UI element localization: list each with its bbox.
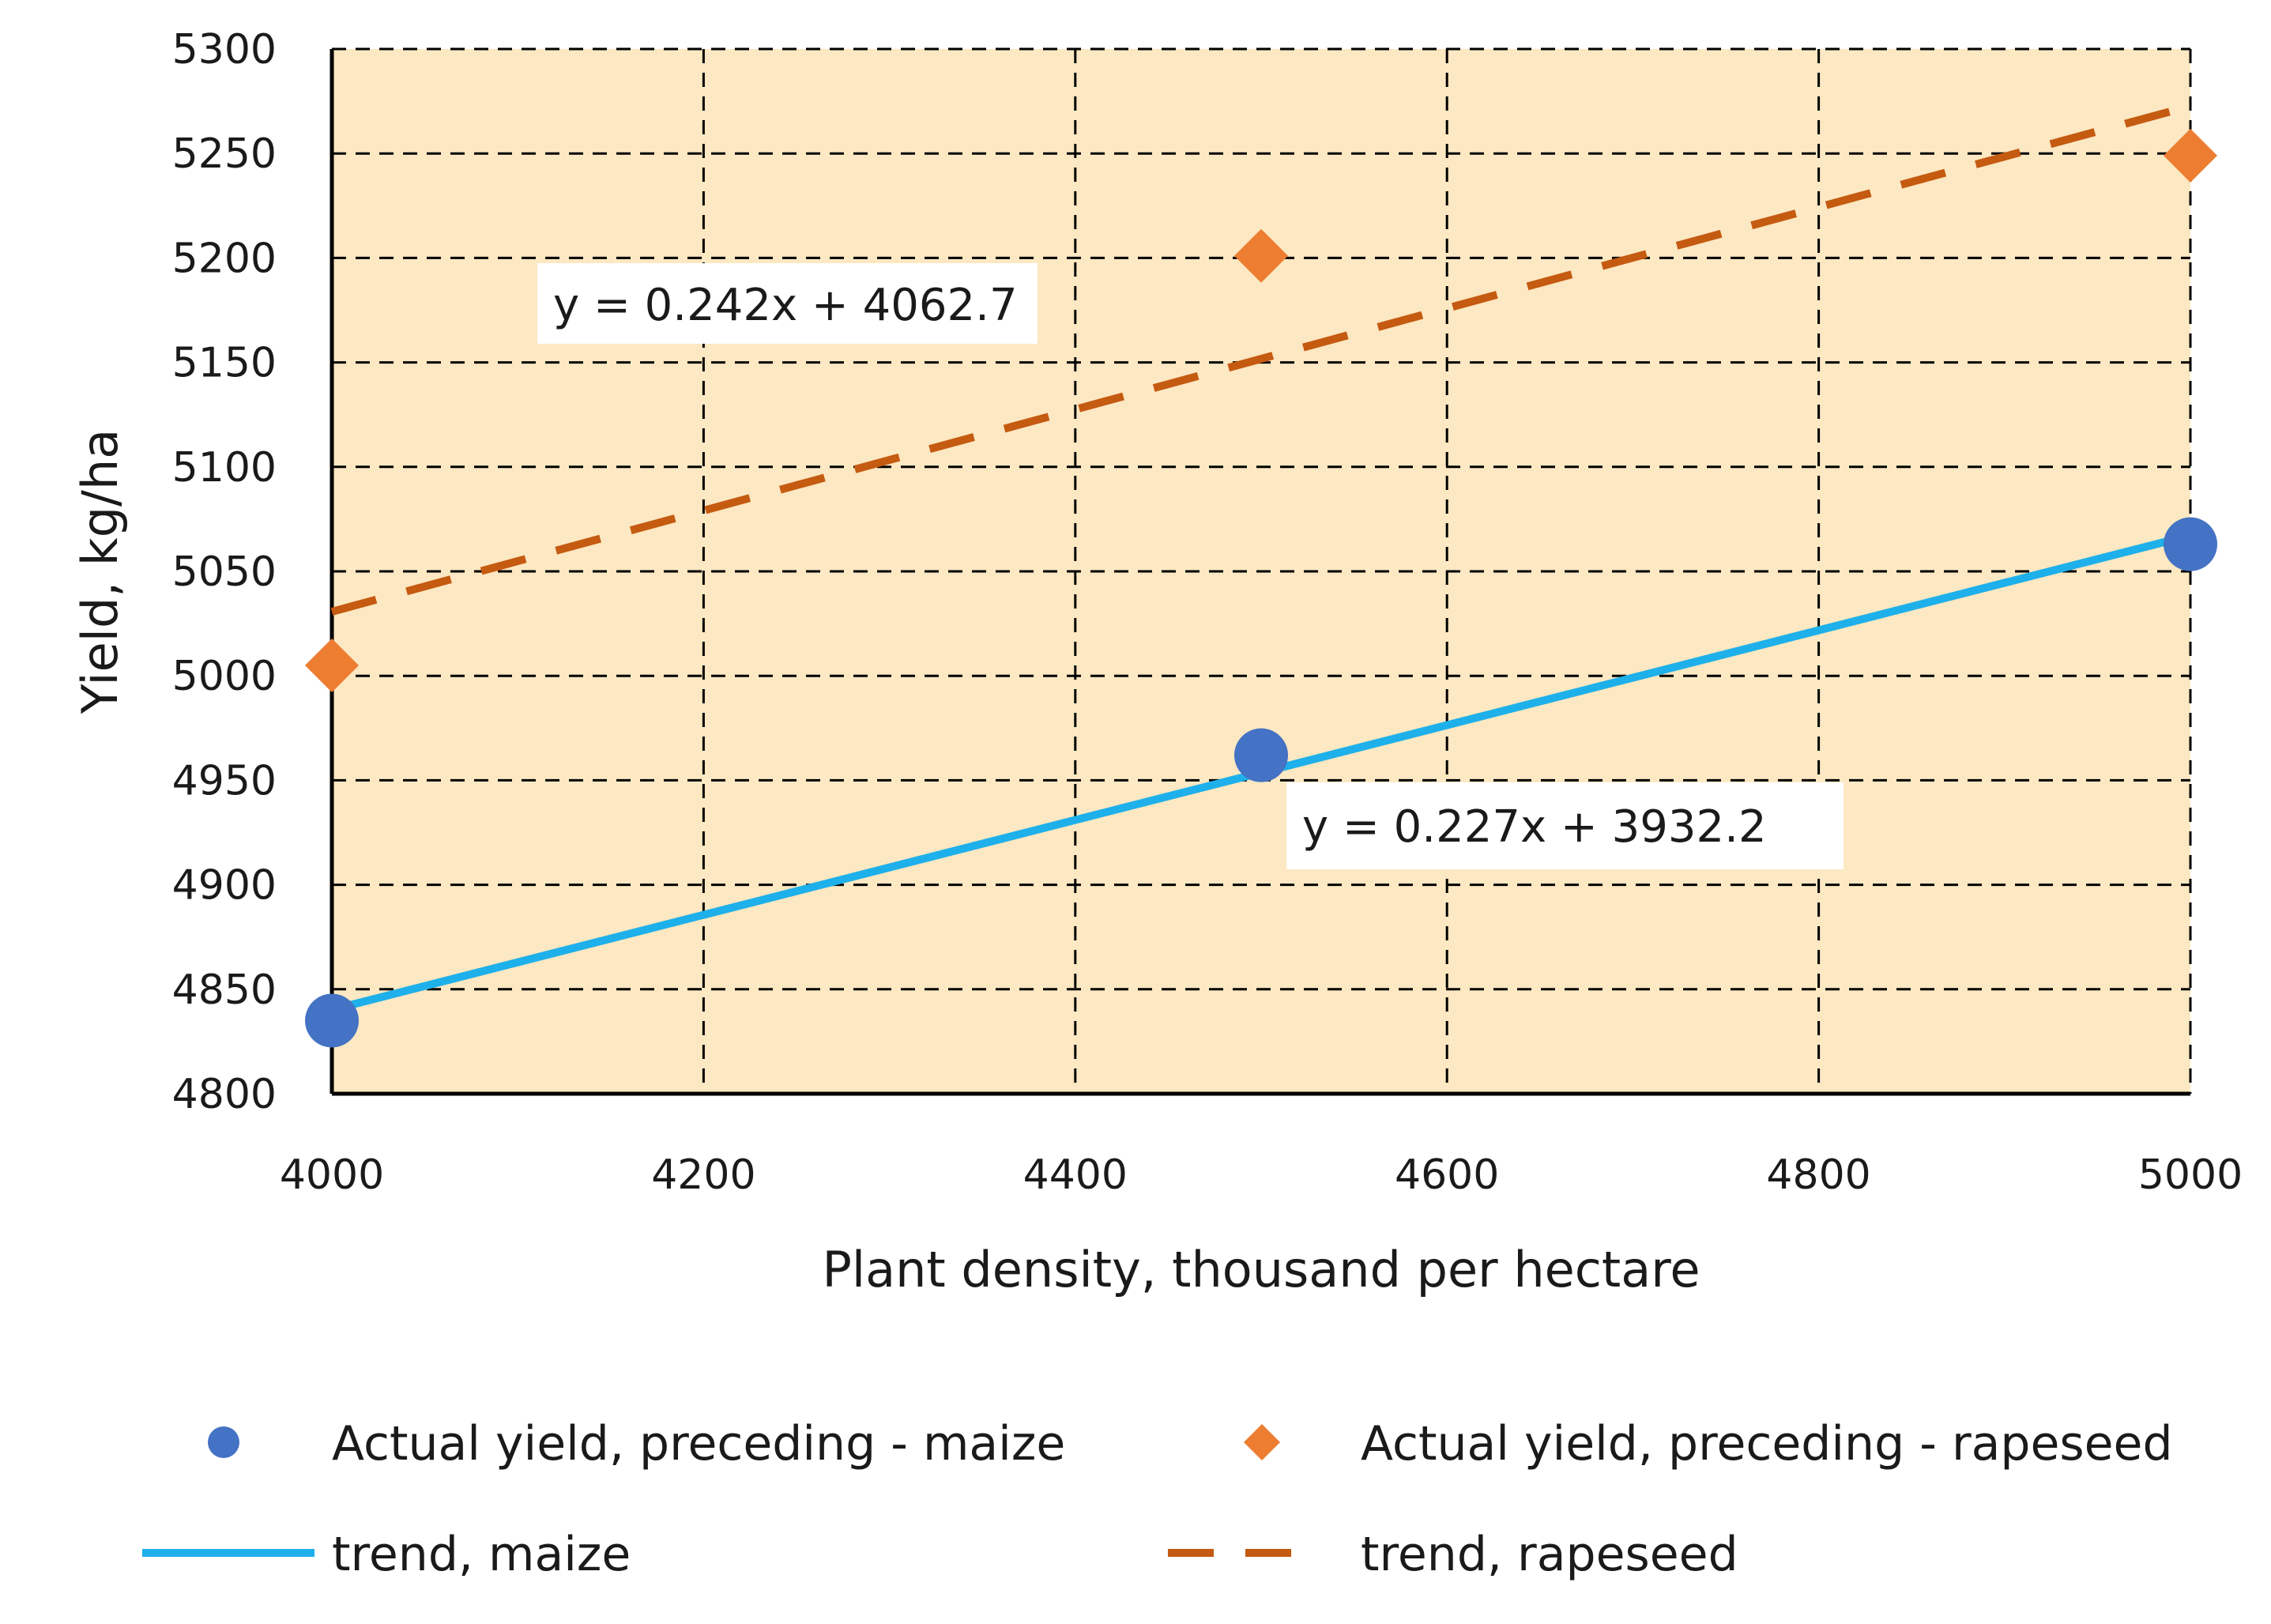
y-tick-label: 5300 <box>172 26 277 73</box>
y-tick-label: 4800 <box>172 1071 277 1118</box>
data-point-maize <box>2164 517 2217 571</box>
legend-item-rapeseed-trend: trend, rapeseed <box>1168 1527 1738 1582</box>
x-axis-title: Plant density, thousand per hectare <box>823 1241 1700 1298</box>
legend-label-maize-trend: trend, maize <box>332 1527 631 1582</box>
legend-item-maize-trend: trend, maize <box>142 1527 631 1582</box>
y-tick-label: 4850 <box>172 966 277 1014</box>
y-tick-label: 5150 <box>172 340 277 387</box>
y-tick-label: 5200 <box>172 235 277 282</box>
data-points <box>305 128 2217 1048</box>
x-tick-labels: 4000 4200 4400 4600 4800 5000 <box>280 1151 2243 1199</box>
data-point-maize <box>305 993 359 1048</box>
legend-diamond-marker-icon <box>1244 1424 1280 1460</box>
axes <box>330 49 2190 1096</box>
data-point-rapeseed <box>305 638 359 692</box>
legend-item-rapeseed-points: Actual yield, preceding - rapeseed <box>1244 1416 2173 1471</box>
maize-equation: y = 0.227x + 3932.2 <box>1302 801 1767 853</box>
y-tick-label: 4900 <box>172 862 277 910</box>
x-tick-label: 4200 <box>651 1151 755 1199</box>
x-tick-label: 5000 <box>2138 1151 2243 1199</box>
x-tick-label: 4800 <box>1766 1151 1870 1199</box>
trend-line-rapeseed <box>330 102 2192 616</box>
maize-equation-box: y = 0.227x + 3932.2 <box>1286 782 1844 869</box>
y-tick-label: 5100 <box>172 444 277 492</box>
x-tick-label: 4400 <box>1023 1151 1128 1199</box>
y-tick-label: 5000 <box>172 653 277 700</box>
y-tick-label: 5050 <box>172 548 277 596</box>
data-point-maize <box>1234 728 1288 782</box>
y-tick-labels: 4800 4850 4900 4950 5000 5050 5100 5150 5200 5250… <box>172 26 277 1118</box>
legend-item-maize-points: Actual yield, preceding - maize <box>208 1416 1065 1471</box>
x-tick-label: 4000 <box>280 1151 384 1199</box>
y-tick-label: 5250 <box>172 130 277 178</box>
rapeseed-equation-box: y = 0.242x + 4062.7 <box>537 263 1038 344</box>
x-tick-label: 4600 <box>1395 1151 1499 1199</box>
y-tick-label: 4950 <box>172 757 277 804</box>
y-axis-title: Yield, kg/ha <box>71 429 129 714</box>
data-point-rapeseed <box>2164 128 2217 183</box>
legend-label-maize-points: Actual yield, preceding - maize <box>332 1416 1065 1471</box>
legend: Actual yield, preceding - maize Actual y… <box>142 1416 2173 1582</box>
legend-circle-marker-icon <box>208 1426 239 1458</box>
rapeseed-equation: y = 0.242x + 4062.7 <box>553 280 1018 331</box>
data-point-rapeseed <box>1234 228 1288 283</box>
legend-label-rapeseed-points: Actual yield, preceding - rapeseed <box>1361 1416 2173 1471</box>
legend-label-rapeseed-trend: trend, rapeseed <box>1361 1527 1738 1582</box>
